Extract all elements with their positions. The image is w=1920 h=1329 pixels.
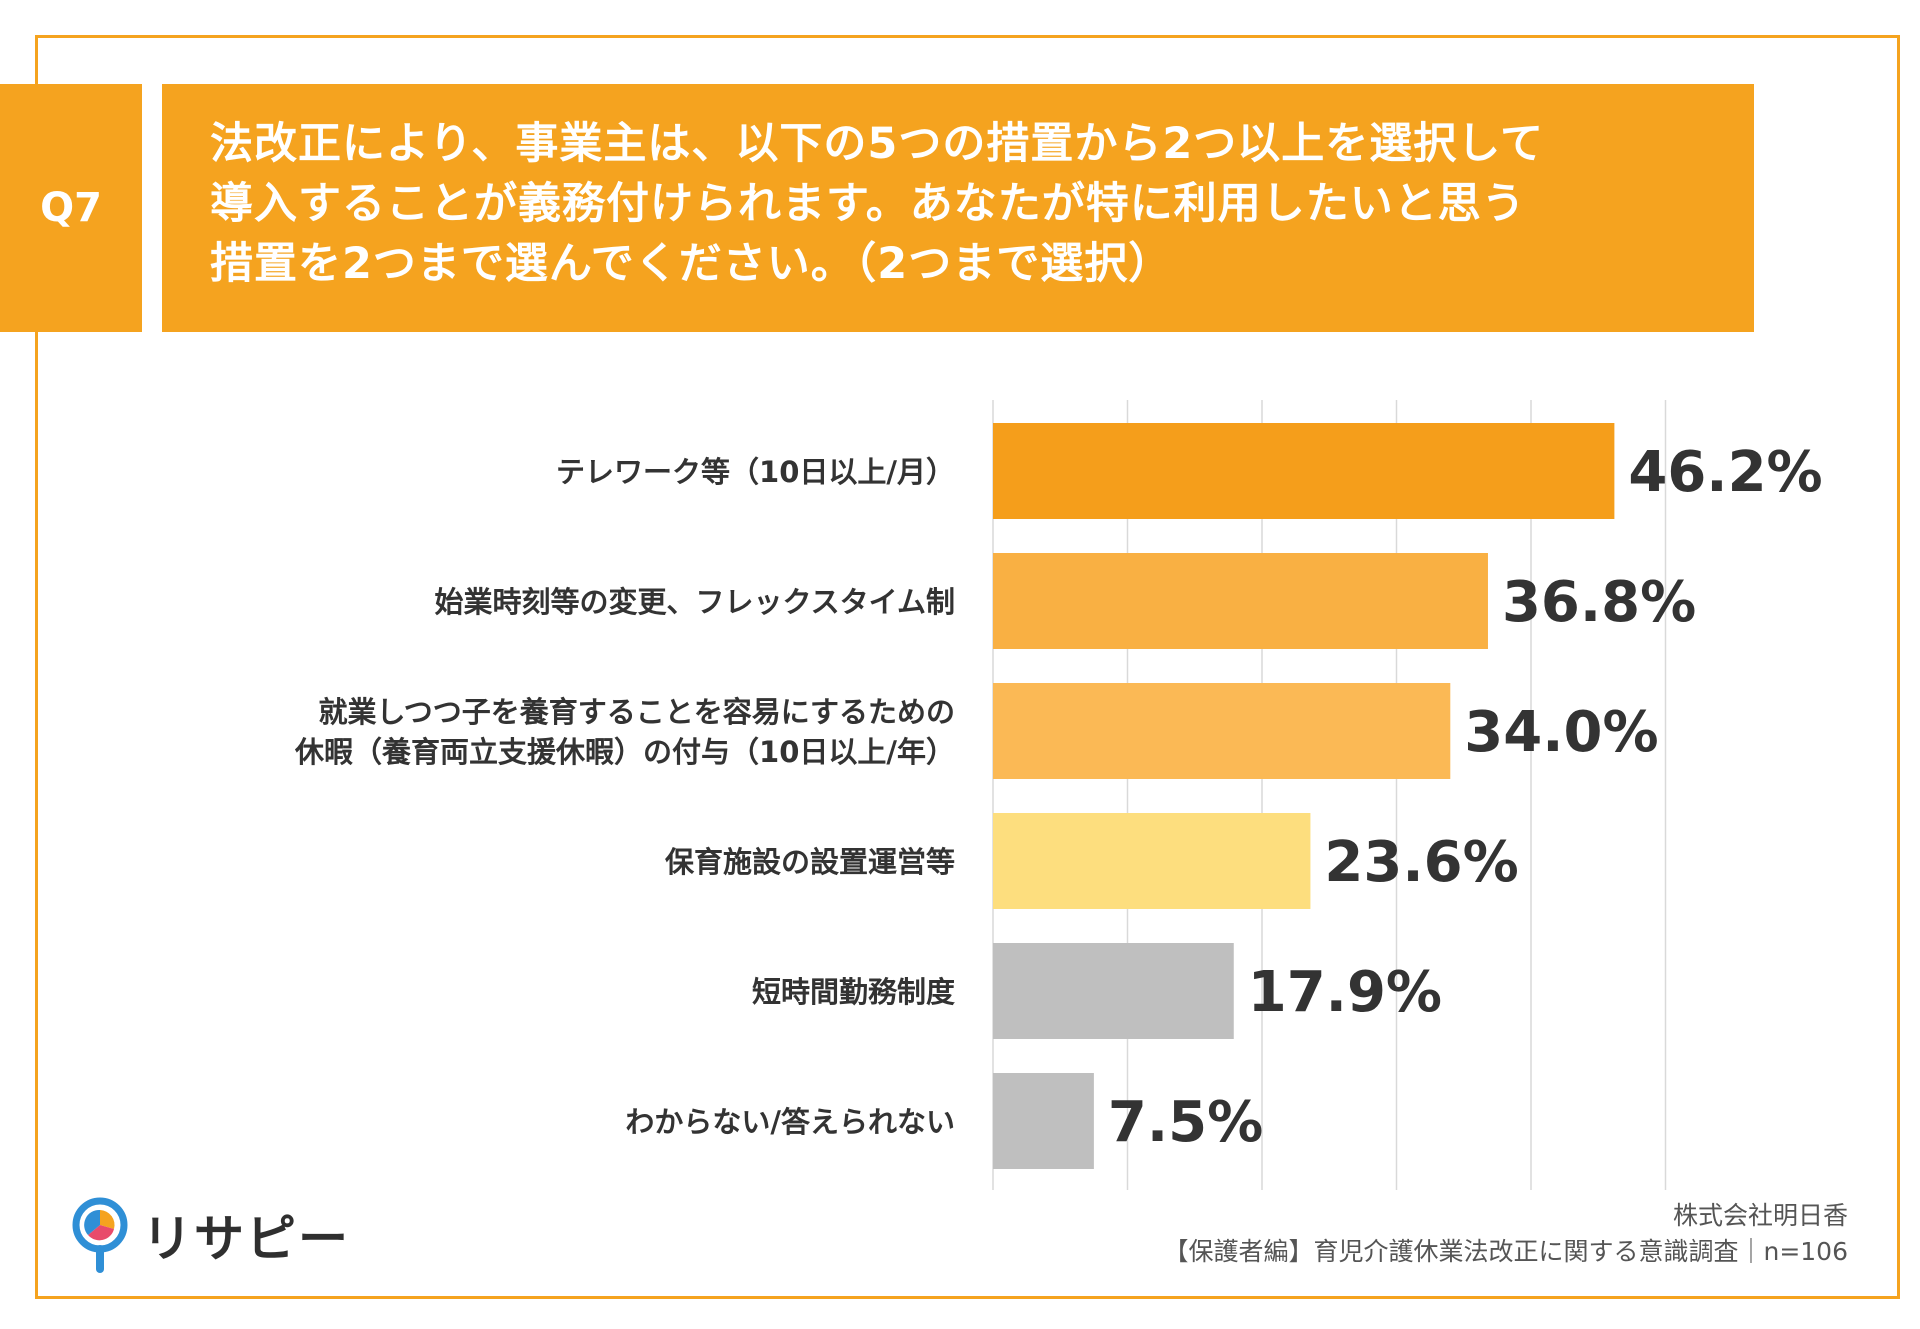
value-label: 7.5% (1108, 1090, 1263, 1155)
bar (993, 683, 1451, 779)
value-label: 23.6% (1324, 830, 1518, 895)
question-number-badge: Q7 (0, 84, 142, 332)
value-label: 17.9% (1248, 960, 1442, 1025)
bar (993, 1073, 1094, 1169)
bar (993, 553, 1488, 649)
category-label: 保育施設の設置運営等 (664, 845, 955, 879)
logo-text: リサピー (142, 1210, 350, 1268)
footer-survey: 【保護者編】育児介護休業法改正に関する意識調査｜n=106 (1163, 1237, 1848, 1266)
question-text-line: 法改正により、事業主は、以下の5つの措置から2つ以上を選択して (210, 119, 1544, 169)
category-label: 始業時刻等の変更、フレックスタイム制 (434, 585, 955, 619)
value-label: 46.2% (1628, 440, 1822, 505)
category-label: 就業しつつ子を養育することを容易にするための (318, 695, 955, 729)
logo: リサピー (70, 1195, 350, 1275)
question-text-line: 導入することが義務付けられます。あなたが特に利用したいと思う (210, 179, 1526, 229)
category-label: テレワーク等（10日以上/月） (556, 455, 955, 489)
footer-company: 株式会社明日香 (1672, 1201, 1848, 1230)
value-label: 34.0% (1464, 700, 1658, 765)
category-label: わからない/答えられない (625, 1105, 955, 1139)
category-label: 短時間勤務制度 (752, 975, 955, 1009)
category-label: 休暇（養育両立支援休暇）の付与（10日以上/年） (294, 735, 955, 769)
bar (993, 423, 1615, 519)
question-box: 法改正により、事業主は、以下の5つの措置から2つ以上を選択して 導入することが義… (162, 84, 1754, 332)
question-number: Q7 (40, 185, 102, 231)
question-text-line: 措置を2つまで選んでください。（2つまで選択） (210, 239, 1173, 289)
pin-logo-icon (72, 1197, 128, 1273)
card-frame (35, 35, 1900, 1299)
bar (993, 813, 1311, 909)
bar (993, 943, 1234, 1039)
value-label: 36.8% (1502, 570, 1696, 635)
